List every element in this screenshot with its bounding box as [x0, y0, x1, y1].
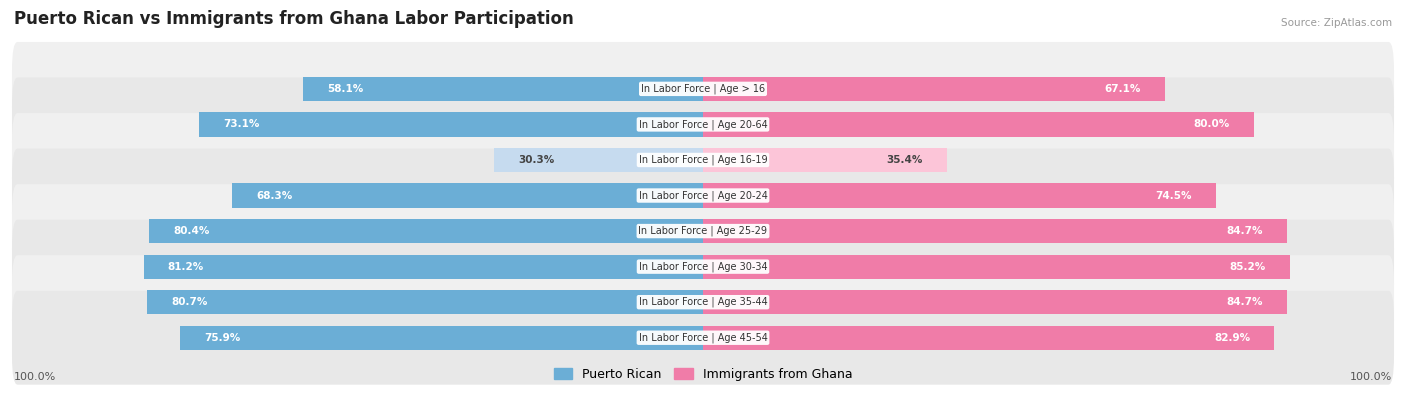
Text: 80.0%: 80.0% — [1194, 119, 1230, 130]
Bar — [703, 325, 1274, 350]
Text: In Labor Force | Age 30-34: In Labor Force | Age 30-34 — [638, 261, 768, 272]
FancyBboxPatch shape — [13, 291, 1393, 385]
Text: 85.2%: 85.2% — [1230, 261, 1265, 272]
Bar — [703, 219, 1286, 243]
FancyBboxPatch shape — [13, 42, 1393, 136]
Bar — [703, 290, 1286, 314]
FancyBboxPatch shape — [13, 77, 1393, 171]
Text: In Labor Force | Age 45-54: In Labor Force | Age 45-54 — [638, 333, 768, 343]
Text: 68.3%: 68.3% — [256, 190, 292, 201]
Bar — [495, 148, 703, 172]
Text: 35.4%: 35.4% — [886, 155, 922, 165]
Text: 100.0%: 100.0% — [1350, 372, 1392, 382]
Bar — [200, 112, 703, 137]
FancyBboxPatch shape — [13, 113, 1393, 207]
Text: In Labor Force | Age 20-24: In Labor Force | Age 20-24 — [638, 190, 768, 201]
FancyBboxPatch shape — [13, 255, 1393, 349]
Bar — [149, 219, 703, 243]
Text: 58.1%: 58.1% — [326, 84, 363, 94]
Text: In Labor Force | Age 20-64: In Labor Force | Age 20-64 — [638, 119, 768, 130]
Text: In Labor Force | Age 16-19: In Labor Force | Age 16-19 — [638, 155, 768, 165]
Bar — [302, 77, 703, 101]
Bar — [703, 77, 1166, 101]
Text: Source: ZipAtlas.com: Source: ZipAtlas.com — [1281, 18, 1392, 28]
Text: Puerto Rican vs Immigrants from Ghana Labor Participation: Puerto Rican vs Immigrants from Ghana La… — [14, 9, 574, 28]
FancyBboxPatch shape — [13, 220, 1393, 314]
Text: 73.1%: 73.1% — [224, 119, 260, 130]
Bar — [180, 325, 703, 350]
Text: In Labor Force | Age 35-44: In Labor Force | Age 35-44 — [638, 297, 768, 307]
Bar — [703, 112, 1254, 137]
Text: 84.7%: 84.7% — [1226, 297, 1263, 307]
Bar — [703, 254, 1289, 279]
Bar — [232, 183, 703, 208]
FancyBboxPatch shape — [13, 149, 1393, 243]
Bar — [148, 290, 703, 314]
Text: 81.2%: 81.2% — [167, 261, 204, 272]
Legend: Puerto Rican, Immigrants from Ghana: Puerto Rican, Immigrants from Ghana — [554, 368, 852, 381]
Text: In Labor Force | Age 25-29: In Labor Force | Age 25-29 — [638, 226, 768, 236]
Bar — [143, 254, 703, 279]
Text: 80.7%: 80.7% — [172, 297, 208, 307]
Text: In Labor Force | Age > 16: In Labor Force | Age > 16 — [641, 84, 765, 94]
Text: 30.3%: 30.3% — [519, 155, 554, 165]
Bar — [703, 183, 1216, 208]
Text: 67.1%: 67.1% — [1105, 84, 1142, 94]
FancyBboxPatch shape — [13, 184, 1393, 278]
Bar — [703, 148, 946, 172]
Text: 100.0%: 100.0% — [14, 372, 56, 382]
Text: 74.5%: 74.5% — [1156, 190, 1192, 201]
Text: 75.9%: 75.9% — [204, 333, 240, 343]
Text: 84.7%: 84.7% — [1226, 226, 1263, 236]
Text: 80.4%: 80.4% — [173, 226, 209, 236]
Text: 82.9%: 82.9% — [1213, 333, 1250, 343]
